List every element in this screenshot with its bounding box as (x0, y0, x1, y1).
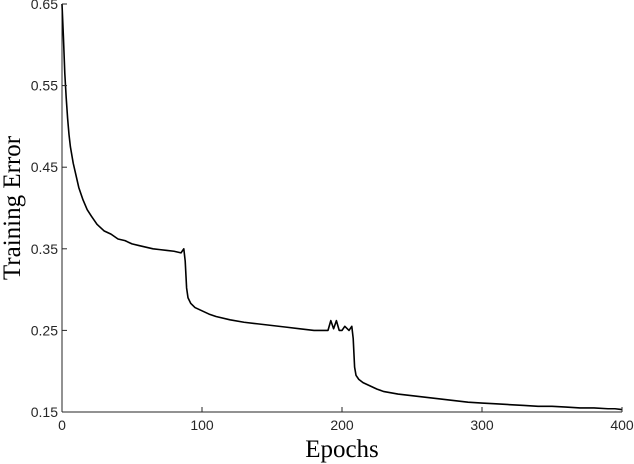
y-tick-label: 0.55 (31, 78, 58, 94)
plot-area (61, 3, 623, 413)
x-tick-label: 300 (470, 417, 494, 433)
y-tick-label: 0.25 (31, 322, 58, 338)
x-axis-ticks: 0 100 200 300 400 (58, 407, 634, 433)
y-axis-ticks: 0.15 0.25 0.35 0.45 0.55 0.65 (31, 0, 67, 420)
y-tick-label: 0.15 (31, 404, 58, 420)
x-tick-label: 400 (610, 417, 634, 433)
y-tick-label: 0.35 (31, 241, 58, 257)
y-axis-title: Training Error (0, 135, 26, 280)
x-tick-label: 0 (58, 417, 66, 433)
y-tick-label: 0.45 (31, 159, 58, 175)
x-tick-label: 200 (330, 417, 354, 433)
training-error-line (61, 3, 623, 411)
x-axis-title: Epochs (305, 436, 379, 463)
x-tick-label: 100 (190, 417, 214, 433)
y-tick-label: 0.65 (31, 0, 58, 12)
